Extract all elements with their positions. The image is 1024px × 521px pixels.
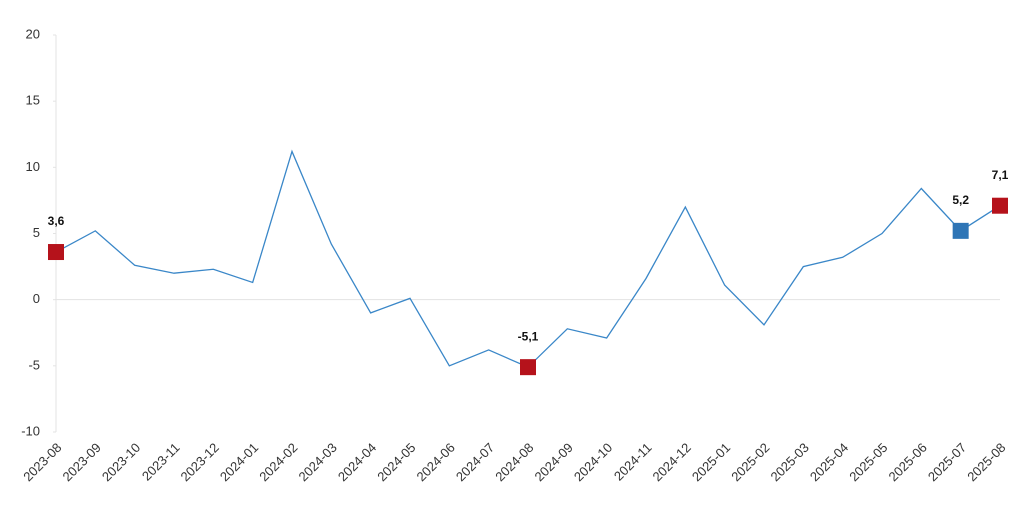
x-tick-label: 2024-01: [217, 440, 261, 484]
x-tick-label: 2024-02: [256, 440, 300, 484]
value-label: 5,2: [952, 193, 969, 207]
y-tick-label: -10: [21, 423, 40, 438]
x-tick-label: 2025-06: [886, 440, 930, 484]
x-tick-label: 2024-07: [453, 440, 497, 484]
value-label: -5,1: [518, 329, 539, 343]
marker: [520, 359, 536, 376]
x-tick-label: 2023-09: [60, 440, 104, 484]
x-tick-label: 2024-06: [414, 440, 458, 484]
x-tick-label: 2023-08: [20, 440, 64, 484]
x-tick-label: 2025-01: [689, 440, 733, 484]
value-label: 7,1: [992, 168, 1009, 182]
x-tick-label: 2024-03: [296, 440, 340, 484]
marker: [952, 222, 969, 239]
x-tick-label: 2023-10: [99, 440, 143, 484]
x-tick-label: 2025-07: [925, 440, 969, 484]
x-tick-label: 2023-12: [178, 440, 222, 484]
x-tick-label: 2025-02: [728, 440, 772, 484]
marker: [992, 197, 1008, 214]
x-tick-label: 2024-04: [335, 440, 379, 484]
y-tick-label: 10: [26, 159, 40, 174]
x-tick-label: 2023-11: [139, 440, 183, 484]
x-tick-label: 2025-03: [768, 440, 812, 484]
x-tick-label: 2024-12: [650, 440, 694, 484]
x-tick-label: 2024-10: [571, 440, 615, 484]
x-tick-label: 2024-08: [492, 440, 536, 484]
x-tick-label: 2025-08: [964, 440, 1008, 484]
x-tick-label: 2024-11: [611, 440, 655, 484]
x-tick-label: 2024-09: [532, 440, 576, 484]
y-tick-label: 0: [33, 291, 40, 306]
y-tick-label: 20: [26, 26, 40, 41]
x-tick-label: 2025-05: [846, 440, 890, 484]
y-tick-label: 15: [26, 93, 40, 108]
marker: [48, 244, 64, 261]
value-label: 3,6: [48, 214, 65, 228]
y-tick-label: -5: [28, 357, 40, 372]
y-tick-label: 5: [33, 225, 40, 240]
x-tick-label: 2024-05: [374, 440, 418, 484]
x-tick-label: 2025-04: [807, 440, 851, 484]
